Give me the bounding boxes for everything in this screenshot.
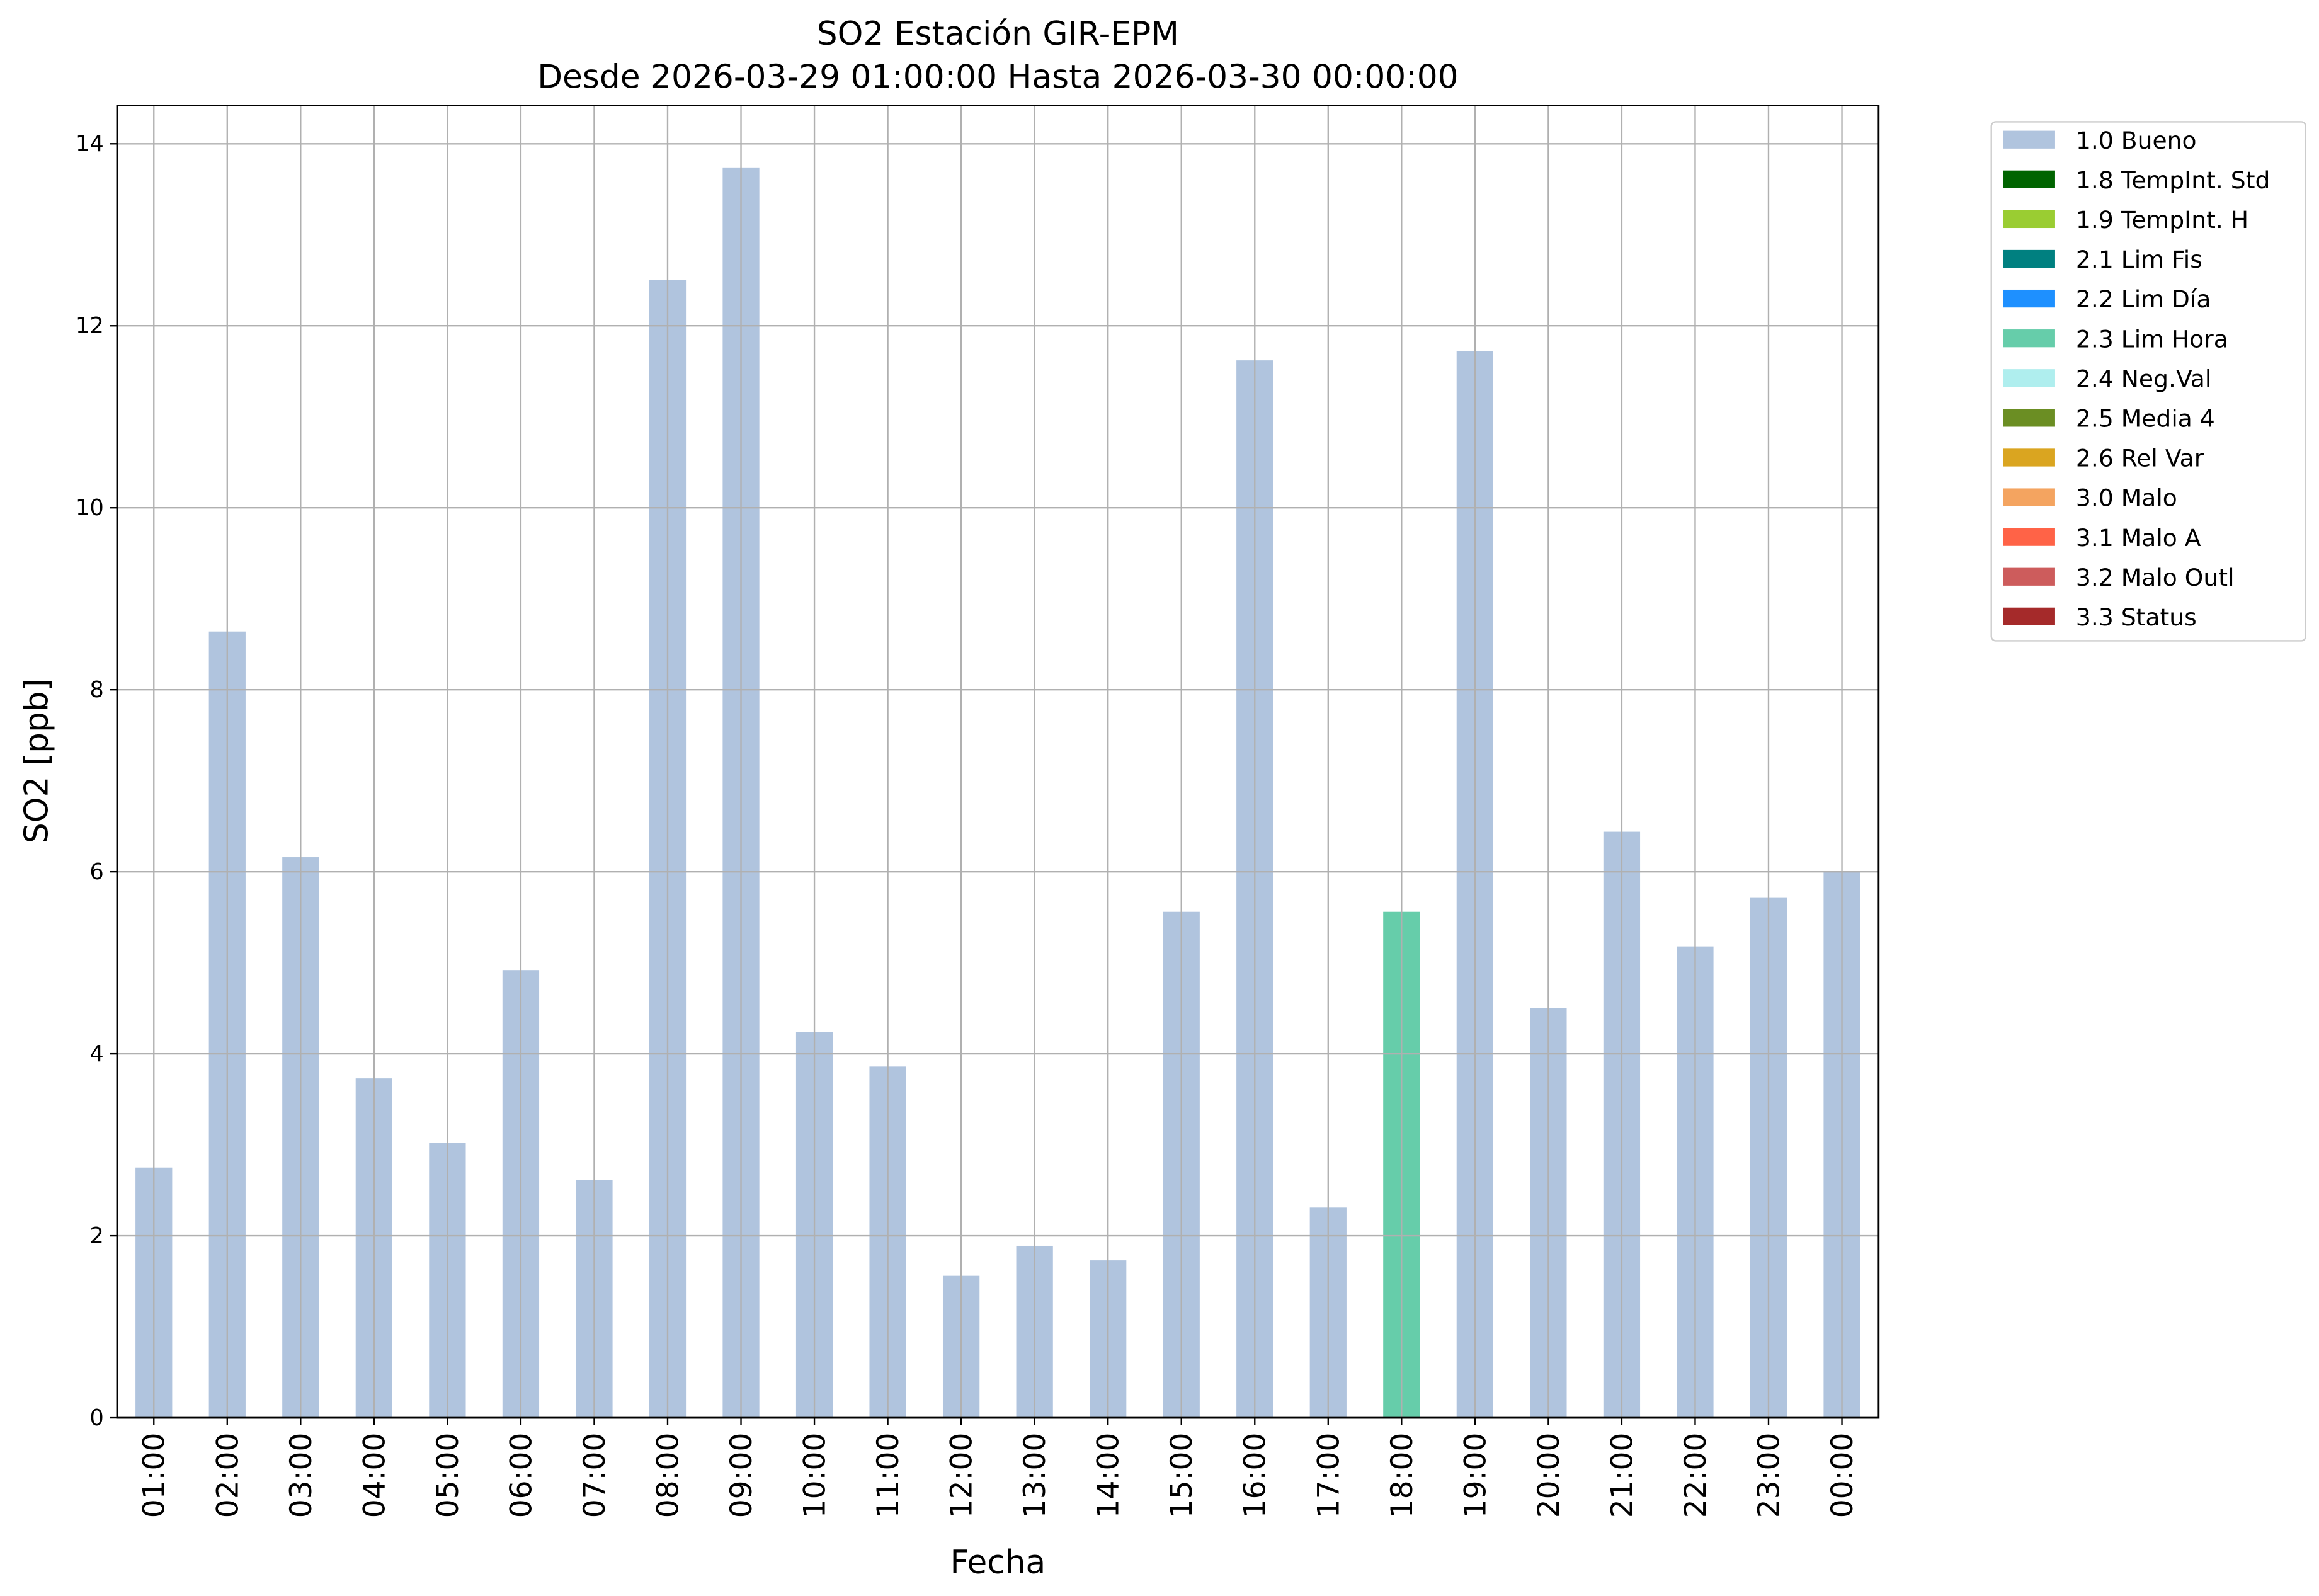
y-tick-label: 14: [76, 131, 104, 157]
y-tick-label: 10: [76, 495, 104, 521]
legend-label: 3.0 Malo: [2076, 484, 2177, 512]
x-tick-label: 07:00: [578, 1433, 612, 1519]
legend-swatch: [2003, 329, 2055, 348]
x-tick-label: 01:00: [137, 1433, 172, 1519]
legend-label: 1.0 Bueno: [2076, 127, 2197, 154]
x-tick-label: 16:00: [1238, 1433, 1273, 1519]
y-tick-label: 2: [89, 1223, 103, 1249]
x-tick-label: 17:00: [1311, 1433, 1346, 1519]
legend-swatch: [2003, 249, 2055, 268]
x-tick-label: 04:00: [357, 1433, 392, 1519]
x-tick-label: 10:00: [798, 1433, 833, 1519]
legend-label: 3.1 Malo A: [2076, 524, 2201, 552]
x-tick-label: 09:00: [724, 1433, 759, 1519]
y-tick-label: 4: [89, 1041, 103, 1067]
legend-label: 3.3 Status: [2076, 603, 2197, 631]
legend-box: [1990, 121, 2306, 642]
legend-swatch: [2003, 170, 2055, 188]
y-tick-label: 8: [89, 677, 103, 703]
y-tick-label: 12: [76, 313, 104, 339]
x-tick-label: 13:00: [1018, 1433, 1052, 1519]
legend-swatch: [2003, 130, 2055, 149]
x-tick-label: 23:00: [1752, 1433, 1786, 1519]
chart-title: SO2 Estación GIR-EPM: [817, 15, 1179, 53]
chart-subtitle: Desde 2026-03-29 01:00:00 Hasta 2026-03-…: [537, 58, 1458, 96]
x-tick-label: 14:00: [1091, 1433, 1126, 1519]
legend-label: 3.2 Malo Outl: [2076, 564, 2235, 591]
legend-swatch: [2003, 488, 2055, 506]
legend-swatch: [2003, 607, 2055, 625]
x-tick-label: 18:00: [1385, 1433, 1420, 1519]
x-axis-label: Fecha: [950, 1544, 1046, 1582]
legend-swatch: [2003, 448, 2055, 467]
legend-label: 2.3 Lim Hora: [2076, 325, 2228, 353]
legend-swatch: [2003, 369, 2055, 387]
x-tick-label: 21:00: [1605, 1433, 1639, 1519]
x-tick-label: 08:00: [651, 1433, 685, 1519]
legend-label: 2.1 Lim Fis: [2076, 246, 2202, 273]
x-tick-label: 00:00: [1825, 1433, 1860, 1519]
legend-swatch: [2003, 409, 2055, 427]
x-tick-label: 22:00: [1678, 1433, 1713, 1519]
legend-swatch: [2003, 567, 2055, 586]
x-tick-label: 06:00: [504, 1433, 538, 1519]
legend-label: 1.8 TempInt. Std: [2076, 166, 2270, 194]
legend-label: 2.2 Lim Día: [2076, 285, 2211, 313]
legend-swatch: [2003, 289, 2055, 308]
x-tick-label: 20:00: [1532, 1433, 1566, 1519]
x-tick-label: 11:00: [871, 1433, 906, 1519]
plot-frame: [116, 105, 1880, 1419]
y-tick-label: 0: [89, 1405, 103, 1431]
x-tick-label: 05:00: [431, 1433, 465, 1519]
y-axis-label: SO2 [ppb]: [18, 678, 55, 843]
legend-label: 2.5 Media 4: [2076, 405, 2215, 433]
y-tick-label: 6: [89, 859, 103, 885]
x-tick-label: 12:00: [945, 1433, 979, 1519]
legend-swatch: [2003, 210, 2055, 229]
legend-label: 2.6 Rel Var: [2076, 445, 2204, 472]
legend-swatch: [2003, 528, 2055, 546]
x-tick-label: 19:00: [1458, 1433, 1493, 1519]
x-tick-label: 03:00: [284, 1433, 319, 1519]
x-tick-label: 15:00: [1165, 1433, 1199, 1519]
legend-label: 2.4 Neg.Val: [2076, 365, 2211, 392]
x-tick-label: 02:00: [210, 1433, 245, 1519]
legend-label: 1.9 TempInt. H: [2076, 206, 2248, 234]
